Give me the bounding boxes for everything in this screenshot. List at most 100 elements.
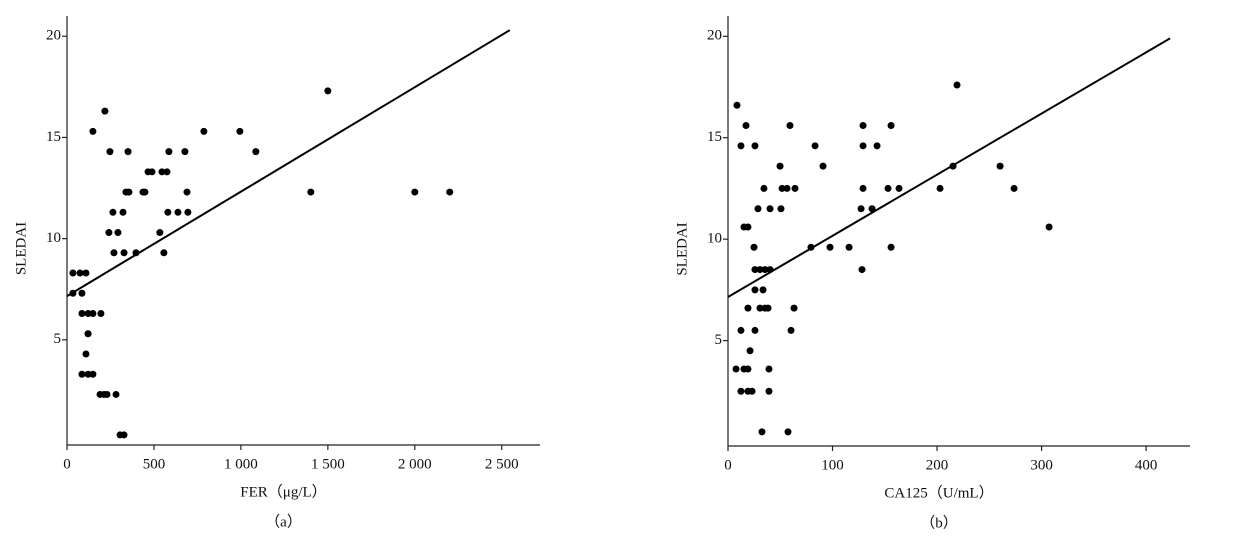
- y-tick-label: 10: [46, 230, 61, 246]
- point: [737, 142, 745, 150]
- point: [78, 310, 86, 317]
- point: [760, 184, 768, 192]
- point: [105, 229, 113, 237]
- point: [751, 286, 759, 294]
- point: [78, 289, 86, 297]
- point: [97, 310, 105, 317]
- point: [184, 208, 192, 216]
- point: [873, 142, 881, 150]
- point: [887, 122, 895, 130]
- point: [819, 162, 827, 170]
- point: [776, 162, 784, 170]
- point: [859, 122, 867, 130]
- point: [744, 223, 752, 231]
- subtitle: （a）: [265, 513, 302, 530]
- y-tick-label: 15: [46, 129, 61, 145]
- point: [141, 188, 149, 196]
- point: [733, 101, 741, 109]
- point: [69, 269, 77, 277]
- point: [106, 148, 114, 156]
- point: [791, 184, 799, 192]
- x-axis-label: FER（μg/L）: [240, 483, 326, 500]
- point: [84, 370, 92, 378]
- x-tick-label: 200: [926, 457, 949, 473]
- subtitle: （b）: [920, 514, 958, 531]
- x-tick-label: 500: [143, 456, 166, 472]
- point: [858, 266, 866, 274]
- point: [78, 370, 86, 378]
- point: [778, 184, 786, 192]
- x-tick-label: 300: [1030, 457, 1053, 473]
- point: [759, 286, 767, 294]
- point: [748, 387, 756, 395]
- point: [89, 370, 97, 378]
- point: [1045, 223, 1053, 231]
- x-tick-label: 1 000: [224, 456, 258, 472]
- point: [936, 184, 944, 192]
- point: [120, 249, 128, 257]
- point: [101, 107, 109, 115]
- y-tick-label: 15: [707, 129, 722, 145]
- point: [307, 188, 315, 196]
- point: [751, 326, 759, 334]
- point: [764, 304, 772, 312]
- point: [742, 122, 750, 130]
- point: [756, 304, 764, 312]
- point: [826, 243, 834, 251]
- point: [84, 310, 92, 317]
- point: [737, 387, 745, 395]
- point: [765, 365, 773, 373]
- point: [125, 188, 133, 196]
- point: [148, 168, 156, 176]
- point: [765, 387, 773, 395]
- point: [164, 208, 172, 216]
- point: [859, 184, 867, 192]
- point: [758, 428, 766, 436]
- point: [953, 81, 961, 89]
- point: [744, 304, 752, 312]
- point: [156, 229, 164, 237]
- point: [744, 365, 752, 373]
- point: [786, 122, 794, 130]
- point: [751, 266, 759, 274]
- point: [884, 184, 892, 192]
- point: [895, 184, 903, 192]
- y-tick-label: 10: [707, 231, 722, 247]
- x-tick-label: 0: [63, 456, 71, 472]
- point: [766, 205, 774, 213]
- point: [163, 168, 171, 176]
- regression-line: [66, 29, 511, 297]
- point: [89, 310, 97, 317]
- point: [174, 208, 182, 216]
- point: [103, 390, 111, 398]
- y-axis-label: SLEDAI: [13, 222, 29, 275]
- point: [777, 205, 785, 213]
- point: [89, 127, 97, 135]
- point: [200, 127, 208, 135]
- x-tick-label: 100: [821, 457, 844, 473]
- y-tick-label: 20: [46, 28, 61, 44]
- point: [787, 326, 795, 334]
- point: [996, 162, 1004, 170]
- y-axis-label: SLEDAI: [674, 222, 690, 275]
- point: [887, 243, 895, 251]
- point: [252, 148, 260, 156]
- point: [1010, 184, 1018, 192]
- point: [754, 205, 762, 213]
- point: [783, 184, 791, 192]
- point: [120, 431, 128, 439]
- point: [109, 208, 117, 216]
- point: [165, 148, 173, 156]
- point: [845, 243, 853, 251]
- point: [857, 205, 865, 213]
- y-tick-label: 5: [715, 332, 723, 348]
- x-tick-label: 1 500: [311, 456, 345, 472]
- point: [750, 243, 758, 251]
- x-axis-label: CA125（U/mL）: [884, 484, 993, 501]
- point: [183, 188, 191, 196]
- point: [76, 269, 84, 277]
- point: [82, 269, 90, 277]
- y-tick-label: 20: [707, 28, 722, 44]
